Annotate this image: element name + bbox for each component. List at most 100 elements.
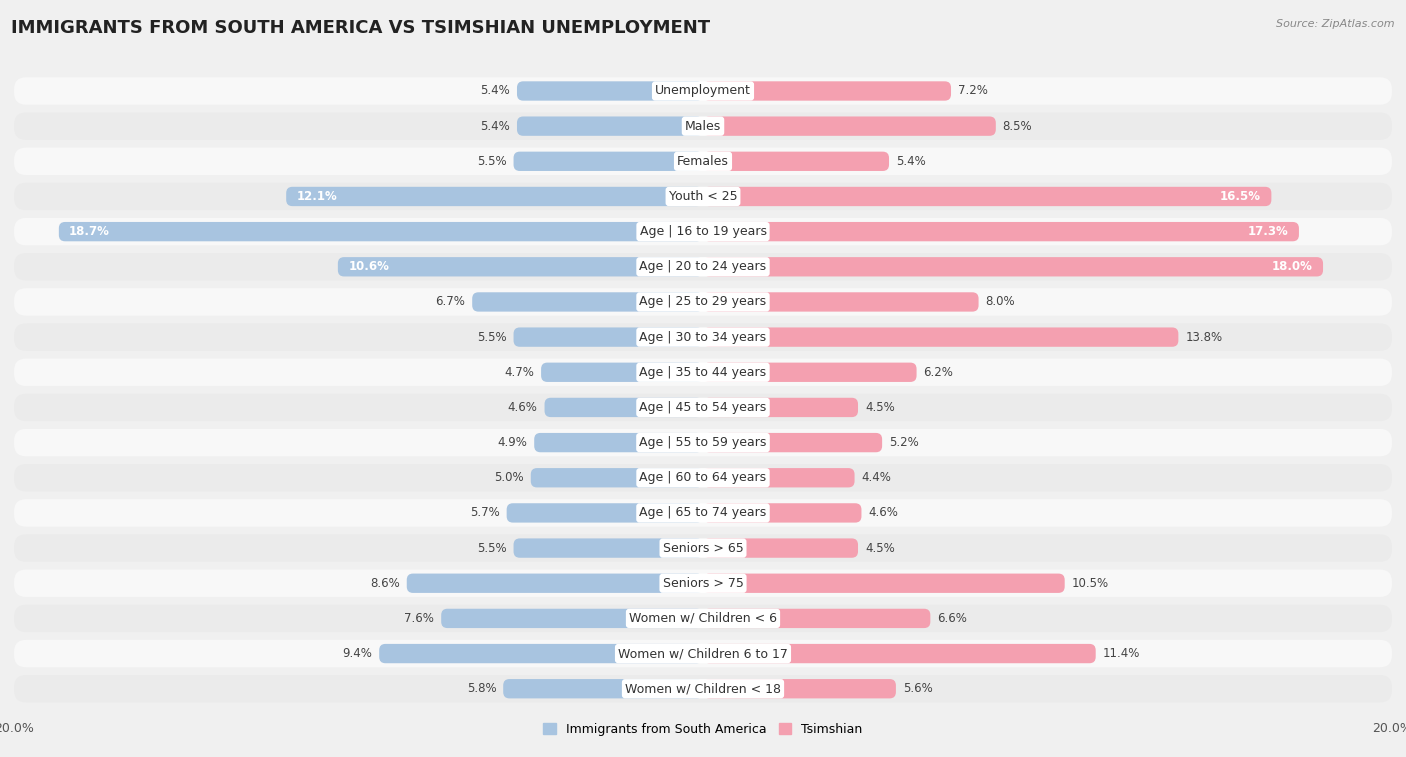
FancyBboxPatch shape [513,328,703,347]
FancyBboxPatch shape [14,288,1392,316]
Text: Seniors > 65: Seniors > 65 [662,541,744,555]
FancyBboxPatch shape [534,433,703,452]
FancyBboxPatch shape [531,468,703,488]
FancyBboxPatch shape [380,644,703,663]
Text: 12.1%: 12.1% [297,190,337,203]
Text: 11.4%: 11.4% [1102,647,1140,660]
Text: 4.7%: 4.7% [505,366,534,378]
FancyBboxPatch shape [441,609,703,628]
FancyBboxPatch shape [703,328,1178,347]
Text: Source: ZipAtlas.com: Source: ZipAtlas.com [1277,19,1395,29]
FancyBboxPatch shape [703,538,858,558]
Text: IMMIGRANTS FROM SOUTH AMERICA VS TSIMSHIAN UNEMPLOYMENT: IMMIGRANTS FROM SOUTH AMERICA VS TSIMSHI… [11,19,710,37]
FancyBboxPatch shape [703,503,862,522]
Text: Males: Males [685,120,721,132]
Text: Females: Females [678,155,728,168]
Text: 13.8%: 13.8% [1185,331,1222,344]
FancyBboxPatch shape [513,538,703,558]
FancyBboxPatch shape [14,182,1392,210]
FancyBboxPatch shape [544,397,703,417]
Text: 5.4%: 5.4% [481,120,510,132]
FancyBboxPatch shape [703,151,889,171]
FancyBboxPatch shape [14,77,1392,104]
Text: 10.5%: 10.5% [1071,577,1109,590]
Text: 5.5%: 5.5% [477,155,506,168]
Text: 17.3%: 17.3% [1249,225,1289,238]
FancyBboxPatch shape [14,394,1392,421]
Text: 5.2%: 5.2% [889,436,918,449]
FancyBboxPatch shape [14,218,1392,245]
Text: 10.6%: 10.6% [349,260,389,273]
Text: Women w/ Children < 18: Women w/ Children < 18 [626,682,780,695]
Text: Age | 45 to 54 years: Age | 45 to 54 years [640,401,766,414]
FancyBboxPatch shape [703,187,1271,206]
FancyBboxPatch shape [703,644,1095,663]
FancyBboxPatch shape [59,222,703,241]
Text: 5.5%: 5.5% [477,541,506,555]
FancyBboxPatch shape [703,257,1323,276]
FancyBboxPatch shape [703,222,1299,241]
FancyBboxPatch shape [506,503,703,522]
FancyBboxPatch shape [14,640,1392,667]
Text: Age | 60 to 64 years: Age | 60 to 64 years [640,472,766,484]
Text: 4.5%: 4.5% [865,401,894,414]
FancyBboxPatch shape [14,113,1392,140]
FancyBboxPatch shape [14,464,1392,491]
FancyBboxPatch shape [14,429,1392,456]
Text: Age | 65 to 74 years: Age | 65 to 74 years [640,506,766,519]
Text: Age | 35 to 44 years: Age | 35 to 44 years [640,366,766,378]
Text: 8.6%: 8.6% [370,577,399,590]
FancyBboxPatch shape [703,363,917,382]
Text: 8.0%: 8.0% [986,295,1015,308]
FancyBboxPatch shape [517,81,703,101]
FancyBboxPatch shape [14,675,1392,702]
FancyBboxPatch shape [14,569,1392,597]
Text: 18.0%: 18.0% [1272,260,1313,273]
FancyBboxPatch shape [14,359,1392,386]
Legend: Immigrants from South America, Tsimshian: Immigrants from South America, Tsimshian [538,718,868,740]
FancyBboxPatch shape [703,397,858,417]
Text: Seniors > 75: Seniors > 75 [662,577,744,590]
Text: 4.6%: 4.6% [508,401,537,414]
Text: Age | 25 to 29 years: Age | 25 to 29 years [640,295,766,308]
Text: 4.5%: 4.5% [865,541,894,555]
FancyBboxPatch shape [703,609,931,628]
Text: 5.7%: 5.7% [470,506,499,519]
Text: 6.7%: 6.7% [436,295,465,308]
Text: 6.6%: 6.6% [938,612,967,625]
FancyBboxPatch shape [287,187,703,206]
Text: 5.6%: 5.6% [903,682,932,695]
Text: Women w/ Children < 6: Women w/ Children < 6 [628,612,778,625]
Text: 18.7%: 18.7% [69,225,110,238]
Text: 5.5%: 5.5% [477,331,506,344]
Text: 4.9%: 4.9% [498,436,527,449]
FancyBboxPatch shape [703,292,979,312]
FancyBboxPatch shape [703,679,896,699]
Text: 5.4%: 5.4% [481,85,510,98]
Text: Age | 55 to 59 years: Age | 55 to 59 years [640,436,766,449]
Text: Age | 20 to 24 years: Age | 20 to 24 years [640,260,766,273]
FancyBboxPatch shape [406,574,703,593]
FancyBboxPatch shape [472,292,703,312]
FancyBboxPatch shape [14,534,1392,562]
Text: 4.4%: 4.4% [862,472,891,484]
Text: 8.5%: 8.5% [1002,120,1032,132]
Text: Youth < 25: Youth < 25 [669,190,737,203]
Text: 6.2%: 6.2% [924,366,953,378]
Text: 7.6%: 7.6% [405,612,434,625]
Text: 5.4%: 5.4% [896,155,925,168]
FancyBboxPatch shape [517,117,703,136]
FancyBboxPatch shape [14,323,1392,350]
Text: 16.5%: 16.5% [1220,190,1261,203]
FancyBboxPatch shape [703,574,1064,593]
FancyBboxPatch shape [14,253,1392,281]
FancyBboxPatch shape [503,679,703,699]
FancyBboxPatch shape [541,363,703,382]
FancyBboxPatch shape [703,468,855,488]
Text: Women w/ Children 6 to 17: Women w/ Children 6 to 17 [619,647,787,660]
Text: Unemployment: Unemployment [655,85,751,98]
FancyBboxPatch shape [14,148,1392,175]
Text: Age | 30 to 34 years: Age | 30 to 34 years [640,331,766,344]
Text: 5.0%: 5.0% [495,472,524,484]
FancyBboxPatch shape [513,151,703,171]
